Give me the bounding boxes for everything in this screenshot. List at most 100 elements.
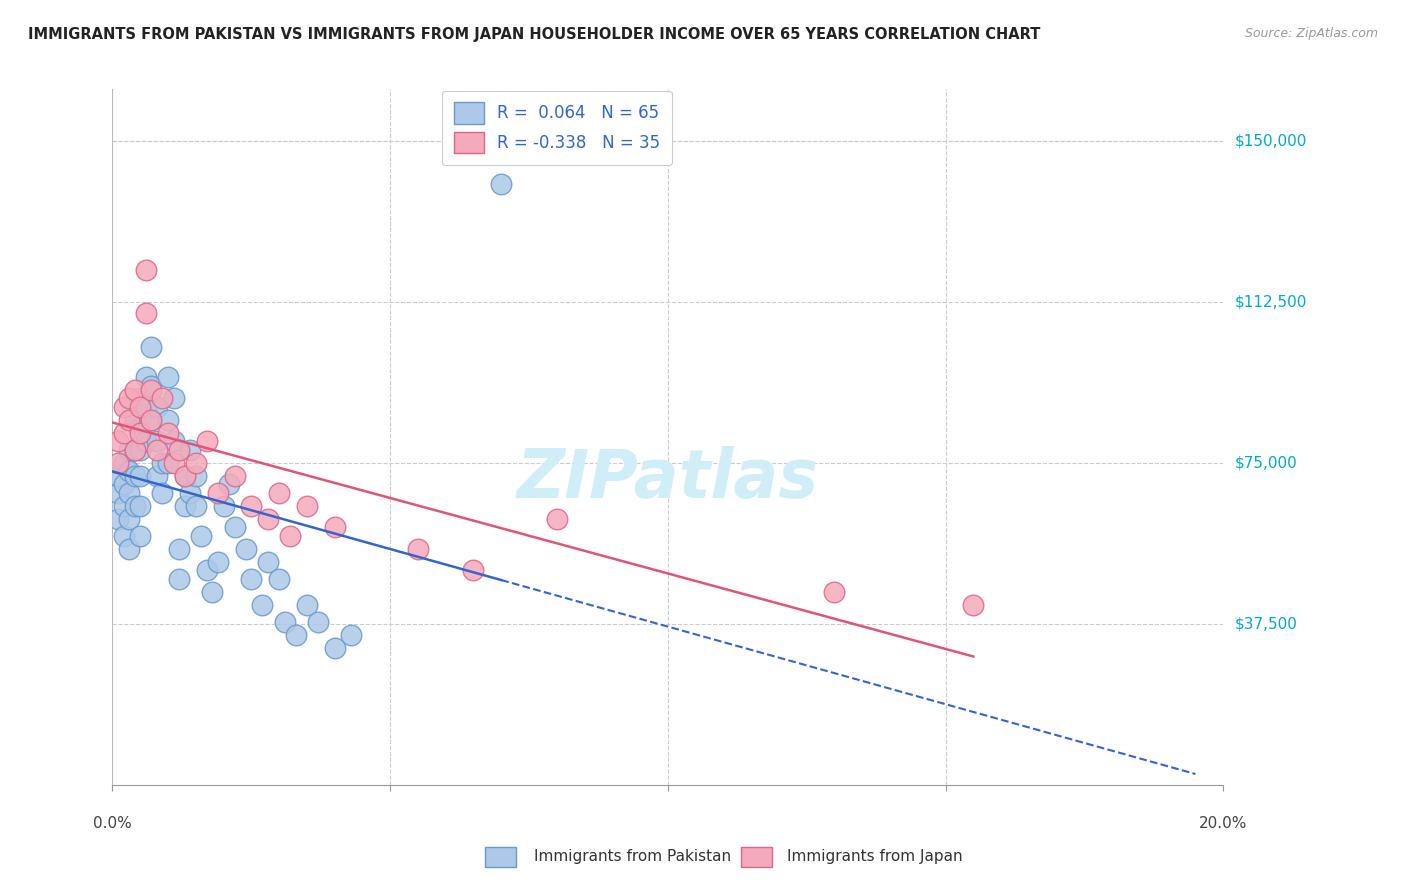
Point <box>267 572 291 586</box>
Point <box>184 456 207 470</box>
Point <box>141 378 163 392</box>
Point <box>162 434 184 449</box>
Point <box>129 442 152 457</box>
Text: Source: ZipAtlas.com: Source: ZipAtlas.com <box>1244 27 1378 40</box>
Point <box>118 486 141 500</box>
Point <box>173 468 195 483</box>
Point <box>135 305 157 319</box>
Point <box>284 627 307 641</box>
Point <box>323 640 346 655</box>
Legend: R =  0.064   N = 65, R = -0.338   N = 35: R = 0.064 N = 65, R = -0.338 N = 35 <box>441 91 672 165</box>
Point <box>184 499 207 513</box>
Point <box>173 468 195 483</box>
Point <box>167 572 190 586</box>
Point <box>141 413 163 427</box>
Point <box>167 442 190 457</box>
Point <box>240 499 263 513</box>
Point <box>141 340 163 354</box>
Point <box>124 442 146 457</box>
Point <box>107 434 129 449</box>
Point <box>257 555 280 569</box>
Point <box>295 598 318 612</box>
Point <box>152 486 174 500</box>
Point <box>162 456 184 470</box>
Point <box>212 499 235 513</box>
Point <box>118 442 141 457</box>
Text: ZIPatlas: ZIPatlas <box>517 446 818 512</box>
Point <box>129 392 152 406</box>
Point <box>118 511 141 525</box>
Point <box>546 511 568 525</box>
Point <box>107 456 129 470</box>
Point <box>112 477 135 491</box>
Point <box>107 511 129 525</box>
Point <box>824 584 846 599</box>
Text: IMMIGRANTS FROM PAKISTAN VS IMMIGRANTS FROM JAPAN HOUSEHOLDER INCOME OVER 65 YEA: IMMIGRANTS FROM PAKISTAN VS IMMIGRANTS F… <box>28 27 1040 42</box>
Text: $150,000: $150,000 <box>1234 133 1306 148</box>
Point <box>167 541 190 556</box>
Point <box>146 434 169 449</box>
Point <box>463 563 485 577</box>
Text: Immigrants from Pakistan: Immigrants from Pakistan <box>534 849 731 863</box>
Point <box>124 499 146 513</box>
Point <box>141 413 163 427</box>
Point <box>146 442 169 457</box>
Point <box>112 529 135 543</box>
Point <box>124 413 146 427</box>
Point <box>323 520 346 534</box>
Point <box>129 468 152 483</box>
Point <box>157 425 180 440</box>
Point <box>406 541 429 556</box>
Point <box>107 486 129 500</box>
Point <box>278 529 301 543</box>
Point <box>307 615 329 629</box>
Point <box>107 468 129 483</box>
Point <box>152 456 174 470</box>
Point <box>201 584 224 599</box>
Point <box>491 177 513 191</box>
Point <box>112 456 135 470</box>
Point <box>273 615 295 629</box>
Point <box>135 370 157 384</box>
Point <box>146 468 169 483</box>
Point <box>124 468 146 483</box>
Point <box>135 262 157 277</box>
Point <box>179 486 201 500</box>
Point <box>962 598 984 612</box>
Point <box>124 383 146 397</box>
Point <box>162 392 184 406</box>
Text: $37,500: $37,500 <box>1234 616 1298 632</box>
Point <box>207 555 229 569</box>
Point <box>124 442 146 457</box>
Point <box>224 520 246 534</box>
Point <box>257 511 280 525</box>
Text: Immigrants from Japan: Immigrants from Japan <box>787 849 963 863</box>
Text: 20.0%: 20.0% <box>1199 815 1247 830</box>
Point <box>135 400 157 414</box>
Point <box>240 572 263 586</box>
Point <box>135 434 157 449</box>
Point <box>129 499 152 513</box>
Point <box>267 486 291 500</box>
Point <box>195 434 218 449</box>
Point <box>184 468 207 483</box>
Point <box>190 529 212 543</box>
Text: 0.0%: 0.0% <box>93 815 132 830</box>
Point <box>152 392 174 406</box>
Point <box>195 563 218 577</box>
Point <box>129 425 152 440</box>
Point <box>118 541 141 556</box>
Point <box>179 442 201 457</box>
Point <box>112 499 135 513</box>
Point <box>129 400 152 414</box>
Point <box>207 486 229 500</box>
Point <box>118 465 141 479</box>
Point <box>118 392 141 406</box>
Point <box>157 370 180 384</box>
Point <box>112 425 135 440</box>
Point <box>340 627 363 641</box>
Text: $112,500: $112,500 <box>1234 294 1306 310</box>
Point <box>235 541 257 556</box>
Point <box>295 499 318 513</box>
Text: $75,000: $75,000 <box>1234 455 1298 470</box>
